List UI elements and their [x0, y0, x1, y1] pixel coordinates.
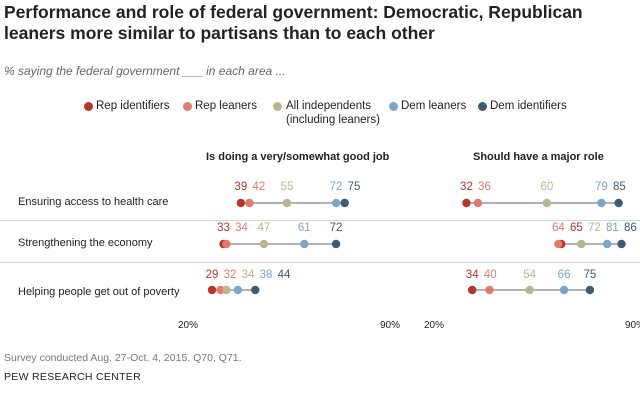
value-label-all-independents-economy-panel-2: 72 — [588, 222, 601, 234]
dot-rep-leaners-poverty-panel-1 — [216, 285, 225, 295]
row-label-poverty: Helping people get out of poverty — [18, 286, 180, 298]
dot-dem-leaners-health-care-panel-1 — [331, 198, 341, 208]
value-label-rep-identifiers-economy-panel-1: 33 — [217, 222, 230, 234]
legend-label-rep-leaners: Rep leaners — [195, 100, 258, 112]
value-label-rep-identifiers-health-care-panel-2: 32 — [460, 181, 473, 193]
dot-all-independents-economy-panel-2 — [577, 239, 586, 249]
value-label-rep-leaners-health-care-panel-1: 42 — [252, 181, 265, 193]
chart-title: Performance and role of federal governme… — [4, 2, 583, 43]
value-label-all-independents-economy-panel-1: 47 — [258, 222, 271, 234]
source-label: PEW RESEARCH CENTER — [4, 371, 141, 383]
axis-min-label-left: 20% — [178, 320, 199, 331]
dot-rep-leaners-economy-panel-1 — [222, 239, 231, 249]
dot-rep-identifiers-poverty-panel-1 — [207, 285, 217, 295]
value-label-rep-identifiers-economy-panel-2: 65 — [570, 222, 583, 234]
value-label-all-independents-poverty-panel-1: 34 — [242, 269, 255, 281]
value-label-dem-identifiers-poverty-panel-1: 44 — [278, 269, 291, 281]
survey-note: Survey conducted Aug. 27-Oct. 4, 2015. Q… — [4, 352, 242, 364]
legend-label-dem-identifiers: Dem identifiers — [490, 100, 567, 112]
value-label-dem-leaners-health-care-panel-1: 72 — [330, 181, 343, 193]
value-label-dem-identifiers-economy-panel-2: 86 — [624, 222, 637, 234]
legend-label-all-independents: All independents (including leaners) — [286, 99, 380, 127]
dot-dem-identifiers-health-care-panel-1 — [340, 198, 349, 208]
value-label-rep-leaners-poverty-panel-1: 32 — [224, 269, 237, 281]
legend-label-rep-identifiers: Rep identifiers — [96, 100, 170, 112]
legend-label-all-independents-sub: (including leaners) — [286, 114, 380, 126]
dot-dem-leaners-poverty-panel-1 — [233, 285, 243, 295]
value-label-all-independents-poverty-panel-2: 54 — [523, 269, 536, 281]
dot-dem-leaners-economy-panel-2 — [602, 239, 612, 249]
value-label-dem-identifiers-economy-panel-1: 72 — [330, 222, 343, 234]
legend-dot-rep-leaners — [183, 102, 192, 111]
legend-dot-all-independents — [273, 102, 282, 111]
value-label-dem-identifiers-health-care-panel-1: 75 — [348, 181, 361, 193]
legend-dot-dem-leaners — [389, 102, 398, 111]
value-label-dem-leaners-poverty-panel-1: 38 — [260, 269, 273, 281]
axis-max-label-right: 90% — [625, 320, 640, 331]
panel-title-major-role: Should have a major role — [473, 151, 604, 163]
value-label-rep-leaners-economy-panel-1: 34 — [235, 222, 248, 234]
dot-rep-leaners-health-care-panel-1 — [245, 198, 254, 208]
dot-all-independents-poverty-panel-1 — [222, 285, 231, 295]
dot-all-independents-poverty-panel-2 — [525, 285, 534, 295]
value-label-dem-identifiers-health-care-panel-2: 85 — [613, 181, 626, 193]
row-divider-2 — [0, 262, 640, 263]
row-label-economy: Strengthening the economy — [18, 237, 153, 249]
dot-all-independents-health-care-panel-2 — [542, 198, 552, 208]
value-label-rep-identifiers-poverty-panel-1: 29 — [206, 269, 219, 281]
dot-dem-identifiers-economy-panel-2 — [617, 239, 626, 249]
dot-dem-identifiers-poverty-panel-1 — [251, 285, 260, 295]
panel-title-good-job: Is doing a very/somewhat good job — [206, 151, 390, 163]
dot-dem-leaners-poverty-panel-2 — [559, 285, 569, 295]
value-label-dem-leaners-economy-panel-1: 61 — [298, 222, 311, 234]
legend-dot-rep-identifiers — [84, 102, 93, 111]
dot-rep-leaners-economy-panel-2 — [554, 239, 563, 249]
dot-rep-identifiers-poverty-panel-2 — [468, 285, 477, 295]
value-label-rep-leaners-poverty-panel-2: 40 — [484, 269, 497, 281]
value-label-dem-leaners-health-care-panel-2: 79 — [595, 181, 608, 193]
value-label-rep-identifiers-health-care-panel-1: 39 — [234, 181, 247, 193]
dot-rep-leaners-poverty-panel-2 — [485, 285, 494, 295]
dot-dem-leaners-economy-panel-1 — [300, 239, 309, 249]
value-label-dem-leaners-poverty-panel-2: 66 — [558, 269, 571, 281]
dot-all-independents-economy-panel-1 — [259, 239, 269, 249]
value-label-rep-identifiers-poverty-panel-2: 34 — [466, 269, 479, 281]
dot-dem-identifiers-poverty-panel-2 — [585, 285, 595, 295]
dot-dem-identifiers-economy-panel-1 — [331, 239, 341, 249]
row-label-health-care: Ensuring access to health care — [18, 196, 169, 208]
dot-all-independents-health-care-panel-1 — [282, 198, 292, 208]
value-label-rep-leaners-health-care-panel-2: 36 — [478, 181, 491, 193]
axis-min-label-right: 20% — [424, 320, 445, 331]
value-label-dem-leaners-economy-panel-2: 81 — [606, 222, 619, 234]
dot-rep-identifiers-health-care-panel-1 — [236, 198, 246, 208]
legend-dot-dem-identifiers — [478, 102, 487, 111]
dot-rep-leaners-health-care-panel-2 — [473, 198, 483, 208]
axis-max-label-left: 90% — [380, 320, 401, 331]
legend-label-dem-leaners: Dem leaners — [401, 100, 467, 112]
legend-label-all-independents-main: All independents — [286, 100, 372, 112]
row-divider-1 — [0, 220, 640, 221]
value-label-rep-leaners-economy-panel-2: 64 — [552, 222, 565, 234]
dot-dem-leaners-health-care-panel-2 — [597, 198, 606, 208]
value-label-dem-identifiers-poverty-panel-2: 75 — [584, 269, 597, 281]
value-label-all-independents-health-care-panel-1: 55 — [281, 181, 294, 193]
dot-dem-identifiers-health-care-panel-2 — [614, 198, 623, 208]
value-label-all-independents-health-care-panel-2: 60 — [540, 181, 553, 193]
chart-subtitle: % saying the federal government ___ in e… — [4, 64, 286, 78]
dot-rep-identifiers-health-care-panel-2 — [462, 198, 471, 208]
